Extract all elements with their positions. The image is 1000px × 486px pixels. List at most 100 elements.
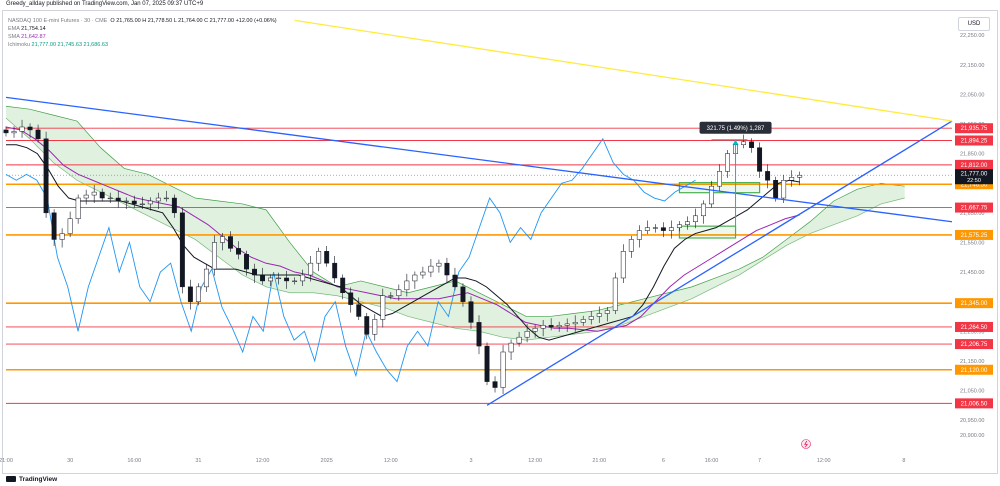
candle[interactable]	[612, 277, 618, 311]
candle[interactable]	[3, 129, 9, 134]
candle[interactable]	[564, 323, 570, 326]
candle[interactable]	[765, 171, 771, 181]
candle[interactable]	[364, 316, 370, 335]
candle[interactable]	[43, 138, 49, 214]
candle[interactable]	[91, 191, 97, 196]
candle[interactable]	[596, 313, 602, 317]
candle[interactable]	[741, 141, 747, 145]
candle[interactable]	[83, 194, 89, 199]
candle[interactable]	[131, 200, 137, 205]
candle[interactable]	[548, 325, 554, 328]
candle[interactable]	[388, 295, 394, 297]
candle[interactable]	[701, 203, 706, 217]
candle[interactable]	[27, 126, 33, 131]
candle[interactable]	[556, 325, 562, 328]
candle[interactable]	[123, 200, 129, 203]
candle[interactable]	[749, 141, 755, 148]
candle[interactable]	[789, 177, 795, 181]
candle[interactable]	[757, 147, 763, 172]
candle[interactable]	[588, 316, 594, 320]
candle[interactable]	[693, 215, 698, 222]
candle[interactable]	[236, 248, 241, 255]
candle[interactable]	[620, 251, 626, 279]
candle[interactable]	[652, 227, 658, 229]
candle[interactable]	[220, 236, 225, 243]
candle[interactable]	[252, 268, 257, 276]
candle[interactable]	[284, 277, 290, 282]
trendline[interactable]	[486, 120, 953, 406]
candle[interactable]	[228, 236, 233, 249]
candle[interactable]	[211, 242, 217, 270]
candle[interactable]	[660, 227, 666, 231]
candle[interactable]	[195, 286, 201, 302]
candle[interactable]	[516, 336, 522, 344]
candle[interactable]	[412, 274, 418, 282]
footer-brand[interactable]: TradingView	[6, 474, 57, 486]
legend-ichimoku-row[interactable]: Ichimoku 21,777.00 21,745.63 21,686.63	[8, 41, 277, 49]
candle[interactable]	[428, 265, 434, 273]
candle[interactable]	[500, 351, 506, 388]
candle[interactable]	[139, 203, 145, 205]
candle[interactable]	[484, 345, 490, 382]
candle[interactable]	[524, 331, 530, 338]
candle[interactable]	[676, 224, 682, 228]
candle[interactable]	[59, 233, 65, 240]
candle[interactable]	[324, 251, 330, 264]
candle[interactable]	[476, 322, 482, 347]
candle[interactable]	[11, 131, 17, 134]
candle[interactable]	[604, 310, 610, 314]
candle[interactable]	[636, 230, 642, 240]
candle[interactable]	[725, 153, 730, 172]
candle[interactable]	[155, 197, 161, 202]
candle[interactable]	[444, 262, 450, 276]
candle[interactable]	[187, 286, 193, 302]
candle[interactable]	[260, 274, 265, 282]
symbol-name[interactable]: NASDAQ 100 E-mini Futures · 30 · CME	[8, 18, 108, 24]
candle[interactable]	[709, 185, 714, 205]
trendline[interactable]	[294, 19, 953, 122]
candle[interactable]	[508, 342, 514, 353]
legend-sma-row[interactable]: SMA 21,642.87	[8, 33, 277, 41]
candle[interactable]	[420, 271, 426, 276]
candle[interactable]	[300, 274, 306, 282]
candle[interactable]	[540, 325, 546, 329]
candle[interactable]	[797, 174, 803, 178]
candle[interactable]	[99, 191, 105, 199]
candle[interactable]	[452, 274, 458, 288]
candle[interactable]	[532, 328, 538, 332]
candle[interactable]	[340, 277, 346, 294]
candle[interactable]	[348, 292, 354, 305]
candle[interactable]	[684, 221, 690, 225]
candle[interactable]	[468, 301, 474, 323]
candle[interactable]	[572, 322, 578, 325]
candle[interactable]	[276, 277, 282, 280]
candle[interactable]	[308, 262, 314, 276]
candle[interactable]	[717, 171, 722, 187]
candle[interactable]	[292, 280, 298, 282]
candle[interactable]	[644, 227, 650, 231]
candle[interactable]	[316, 251, 322, 264]
candle[interactable]	[492, 381, 498, 388]
candle[interactable]	[396, 289, 402, 296]
candle[interactable]	[179, 212, 185, 288]
candle[interactable]	[332, 262, 338, 279]
candle[interactable]	[781, 180, 787, 199]
legend-ema-row[interactable]: EMA 21,754.14	[8, 25, 277, 33]
candle[interactable]	[773, 180, 779, 199]
candle[interactable]	[436, 262, 442, 267]
candle[interactable]	[404, 280, 410, 291]
currency-button[interactable]: USD	[958, 17, 990, 31]
candle[interactable]	[35, 129, 41, 140]
candle[interactable]	[163, 197, 169, 200]
candle[interactable]	[19, 126, 25, 132]
candle[interactable]	[51, 212, 57, 240]
candle[interactable]	[171, 197, 177, 214]
candle[interactable]	[268, 277, 274, 282]
candle[interactable]	[75, 197, 81, 220]
candle[interactable]	[244, 254, 249, 270]
candle[interactable]	[628, 239, 634, 252]
candle[interactable]	[147, 200, 153, 205]
candle[interactable]	[668, 227, 674, 231]
candle[interactable]	[356, 304, 362, 317]
